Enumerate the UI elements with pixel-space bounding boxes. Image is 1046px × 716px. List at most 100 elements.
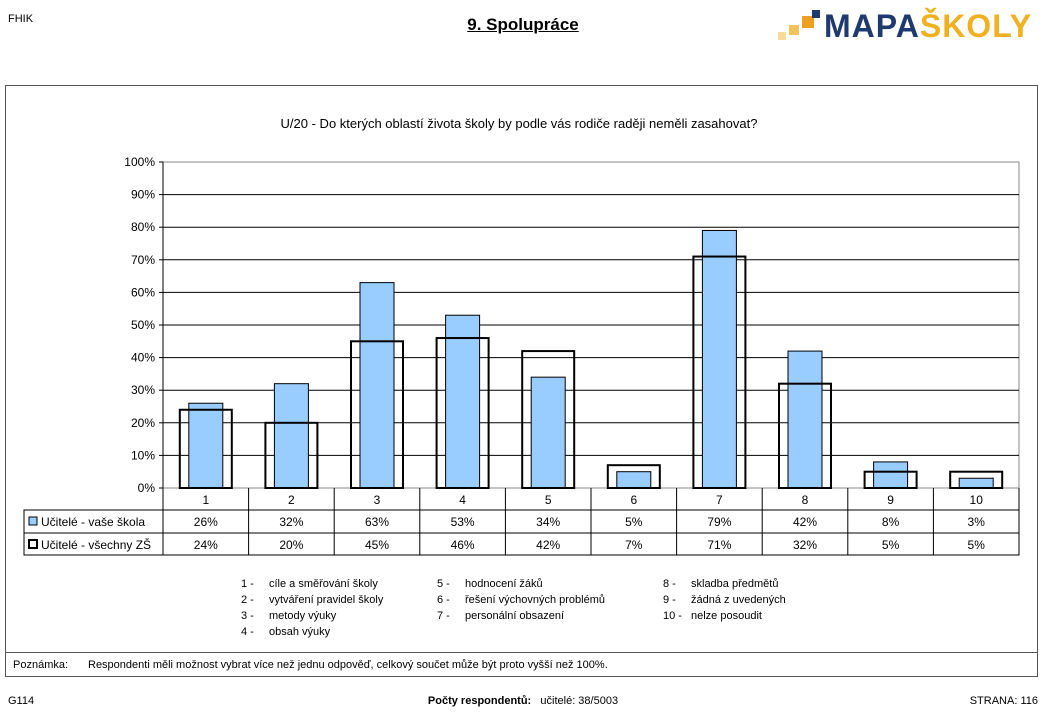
bar-school-10 [958,477,994,489]
category-legend-number: 6 - [437,594,450,606]
category-legend-item-3: 3 - metody výuky [241,610,336,622]
category-legend-item-5: 5 - hodnocení žáků [437,578,543,590]
y-tick-label: 30% [131,383,155,397]
category-legend-item-4: 4 - obsah výuky [241,626,330,638]
bar-all-5 [521,350,576,489]
logo-text-skoly: ŠKOLY [919,8,1033,44]
bar-school-6 [616,471,652,489]
footer-page: STRANA: 116 [969,695,1038,707]
category-legend-number: 5 - [437,578,450,590]
data-label-all: 46% [451,538,475,552]
x-tick-label: 6 [630,493,637,507]
bar-all-3 [350,340,404,489]
legend-key-school [28,516,38,526]
y-tick-label: 80% [131,220,155,234]
category-legend-item-7: 7 - personální obsazení [437,610,564,622]
page-title: 9. Spolupráce [467,15,579,34]
data-label-all: 71% [707,538,731,552]
x-tick-label: 10 [970,493,984,507]
y-tick-label: 100% [124,155,155,169]
legend-label-all: Učitelé - všechny ZŠ [41,537,151,552]
bar-all-2 [264,421,319,489]
data-label-school: 42% [793,515,817,529]
y-tick-label: 0% [138,481,156,495]
legend-key-all [28,539,38,549]
data-label-all: 32% [793,538,817,552]
y-tick-label: 90% [131,188,155,202]
x-tick-label: 2 [288,493,295,507]
category-legend-text: nelze posoudit [691,610,762,622]
y-tick-label: 40% [131,351,155,365]
category-legend-text: žádná z uvedených [691,594,786,606]
y-tick-label: 70% [131,253,155,267]
y-tick-label: 60% [131,285,155,299]
data-label-school: 34% [536,515,560,529]
bar-school-5 [530,376,566,489]
bar-school-1 [188,402,224,489]
x-tick-label: 7 [716,493,723,507]
data-label-all: 42% [536,538,560,552]
category-legend-item-2: 2 - vytváření pravidel školy [241,594,383,606]
data-label-school: 26% [194,515,218,529]
bar-school-7 [701,229,737,489]
logo-squares-icon [778,10,820,40]
data-label-school: 32% [279,515,303,529]
category-legend-item-6: 6 - řešení výchovných problémů [437,594,605,606]
category-legend-text: hodnocení žáků [465,578,543,590]
bar-all-7 [692,255,747,490]
x-tick-label: 5 [545,493,552,507]
chart-frame [5,85,1038,677]
y-tick-label: 20% [131,416,155,430]
footer-code: G114 [8,695,35,707]
category-legend-item-10: 10 - nelze posoudit [663,610,762,622]
note-text: Respondenti měli možnost vybrat více než… [88,659,608,671]
bar-all-9 [863,470,918,490]
data-label-all: 5% [968,538,986,552]
data-label-school: 79% [707,515,731,529]
category-legend-text: cíle a směřování školy [269,578,378,590]
footer-respondents: Počty respondentů: učitelé: 38/5003 [0,695,1046,707]
bar-school-9 [873,461,909,489]
bar-all-8 [778,382,832,489]
data-label-all: 45% [365,538,389,552]
category-legend-text: personální obsazení [465,610,565,622]
y-tick-label: 50% [131,318,155,332]
category-legend-text: řešení výchovných problémů [465,594,606,606]
category-legend-text: metody výuky [269,610,337,622]
data-label-all: 7% [625,538,643,552]
data-label-school: 5% [625,515,643,529]
logo-text-mapa: MAPA [824,8,920,44]
category-legend-item-1: 1 - cíle a směřování školy [241,578,378,590]
category-legend-number: 10 - [663,610,682,622]
category-legend-number: 1 - [241,578,254,590]
data-label-all: 24% [194,538,218,552]
bar-all-1 [178,408,233,490]
footer-respondents-value: učitelé: 38/5003 [540,695,619,707]
category-legend-number: 7 - [437,610,450,622]
bar-school-8 [787,350,823,489]
category-legend-number: 9 - [663,594,676,606]
bar-all-6 [606,464,661,489]
category-legend-number: 2 - [241,594,254,606]
x-tick-label: 1 [202,493,209,507]
data-label-all: 5% [882,538,900,552]
category-legend-number: 3 - [241,610,254,622]
x-tick-label: 8 [802,493,809,507]
category-legend-item-8: 8 - skladba předmětů [663,578,778,590]
mapa-skoly-logo: MAPAŠKOLY [776,8,1036,44]
y-tick-label: 10% [131,448,155,462]
note-divider [5,652,1038,653]
bar-school-3 [359,282,395,489]
category-legend-text: skladba předmětů [691,578,779,590]
data-label-school: 8% [882,515,900,529]
bar-school-4 [445,314,481,489]
footer-respondents-label: Počty respondentů: [427,695,532,707]
category-legend-item-9: 9 - žádná z uvedených [663,594,786,606]
chart-title: U/20 - Do kterých oblastí života školy b… [281,116,758,131]
x-tick-label: 9 [887,493,894,507]
data-label-school: 3% [968,515,986,529]
legend-label-school: Učitelé - vaše škola [41,515,145,529]
category-legend-text: vytváření pravidel školy [269,594,384,606]
bar-all-4 [435,337,490,490]
